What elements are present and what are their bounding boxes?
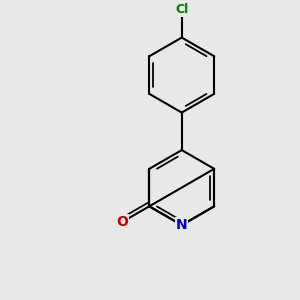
Text: O: O	[117, 215, 129, 229]
Text: Cl: Cl	[175, 3, 188, 16]
Text: N: N	[176, 218, 188, 232]
